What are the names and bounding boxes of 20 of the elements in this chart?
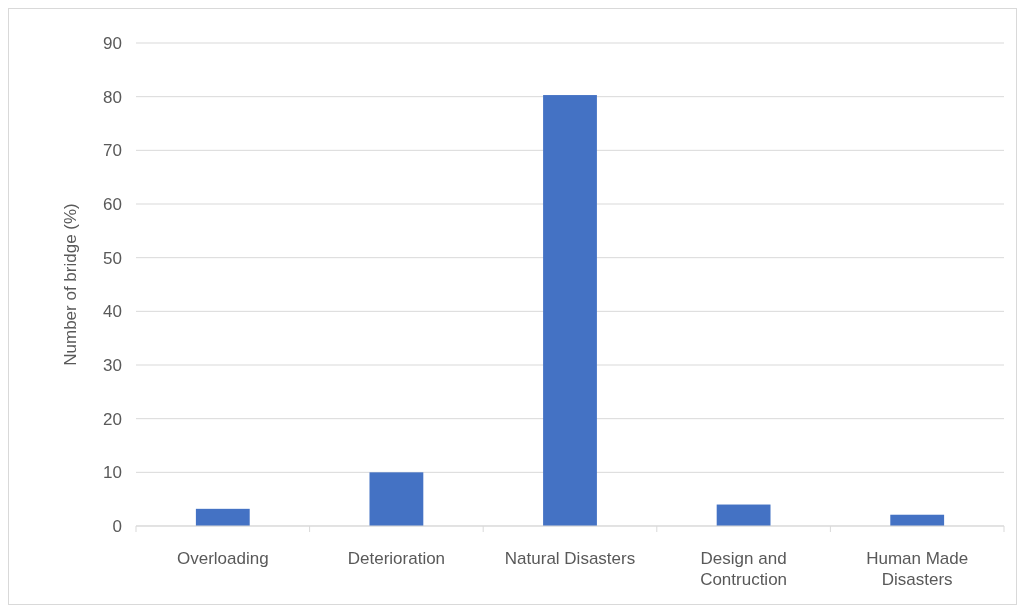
x-tick-label: Deterioration xyxy=(347,549,446,568)
bar xyxy=(716,504,771,526)
y-axis-title: Number of bridge (%) xyxy=(61,203,80,366)
y-tick-label: 50 xyxy=(103,248,122,268)
x-tick-label: Human Made Disasters xyxy=(866,549,969,589)
x-tick-label: Overloading xyxy=(176,549,269,568)
y-tick-label: 80 xyxy=(103,87,122,107)
x-tick-label: Natural Disasters xyxy=(504,549,636,568)
y-tick-label: 0 xyxy=(112,516,122,536)
y-tick-label: 70 xyxy=(103,141,122,161)
y-tick-label: 30 xyxy=(103,355,122,375)
y-tick-label: 10 xyxy=(103,463,122,483)
y-tick-label: 20 xyxy=(103,409,122,429)
bar xyxy=(195,508,250,526)
bar xyxy=(369,472,424,526)
y-tick-label: 40 xyxy=(103,302,122,322)
y-tick-label: 60 xyxy=(103,194,122,214)
bar xyxy=(543,95,597,526)
y-tick-label: 90 xyxy=(103,33,122,53)
x-tick-label: Design and Contruction xyxy=(700,549,788,589)
